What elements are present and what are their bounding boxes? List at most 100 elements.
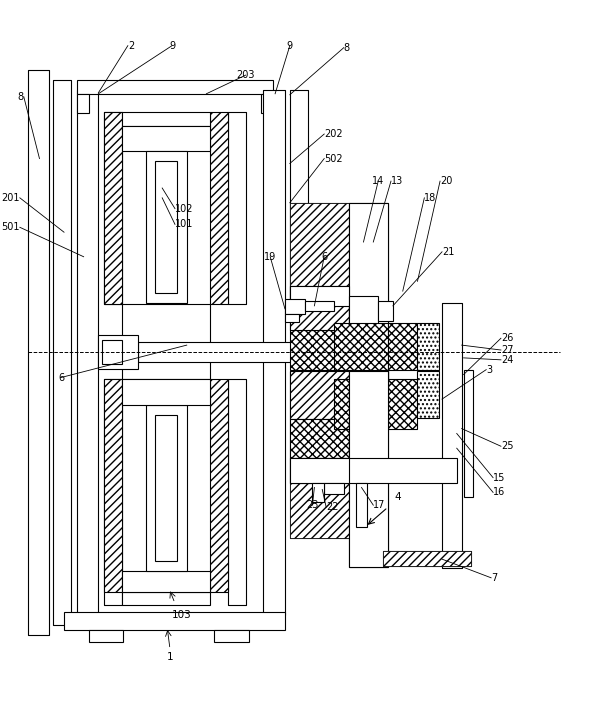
Bar: [77, 90, 98, 615]
Bar: [464, 370, 474, 497]
Bar: [28, 70, 49, 635]
Bar: [228, 380, 246, 605]
Bar: [64, 612, 285, 630]
Text: 201: 201: [1, 193, 20, 203]
Bar: [228, 380, 246, 605]
Text: 14: 14: [372, 176, 385, 186]
Text: 103: 103: [172, 610, 191, 620]
Text: 102: 102: [175, 204, 193, 213]
Bar: [88, 630, 123, 642]
Text: 6: 6: [321, 252, 327, 262]
Text: 6: 6: [58, 373, 64, 383]
Bar: [263, 90, 285, 615]
Bar: [122, 380, 210, 405]
Text: 203: 203: [236, 70, 255, 80]
Bar: [122, 304, 210, 380]
Bar: [28, 70, 49, 635]
Bar: [104, 380, 122, 605]
Text: 1: 1: [167, 652, 173, 662]
Bar: [290, 458, 349, 482]
Text: 4: 4: [395, 492, 401, 503]
Text: 8: 8: [344, 43, 350, 53]
Text: 20: 20: [440, 176, 452, 186]
Text: 17: 17: [373, 500, 386, 510]
Text: 19: 19: [264, 252, 276, 262]
Text: 22: 22: [326, 502, 339, 512]
Bar: [290, 286, 349, 306]
Text: 7: 7: [491, 573, 497, 583]
Bar: [104, 112, 122, 304]
Bar: [442, 303, 462, 568]
Text: 202: 202: [324, 129, 343, 139]
Bar: [290, 371, 349, 538]
Text: 25: 25: [501, 442, 514, 451]
Bar: [442, 303, 462, 568]
Bar: [53, 80, 71, 625]
Text: 15: 15: [493, 472, 505, 483]
Polygon shape: [334, 322, 388, 370]
Bar: [418, 371, 439, 418]
Polygon shape: [104, 112, 122, 304]
Bar: [102, 340, 122, 364]
Bar: [77, 90, 98, 615]
Bar: [122, 571, 210, 592]
Bar: [378, 301, 393, 321]
Bar: [77, 80, 273, 94]
Bar: [349, 371, 388, 567]
Bar: [122, 571, 210, 592]
Text: 24: 24: [501, 355, 513, 365]
Bar: [305, 301, 334, 311]
Bar: [263, 90, 285, 615]
Polygon shape: [388, 380, 418, 428]
Bar: [122, 126, 210, 151]
Text: 2: 2: [128, 41, 134, 51]
Bar: [53, 80, 71, 625]
Bar: [356, 482, 368, 526]
Bar: [383, 551, 471, 566]
Bar: [290, 90, 307, 316]
Bar: [228, 112, 246, 304]
Bar: [122, 380, 210, 405]
Bar: [228, 112, 246, 304]
Text: 16: 16: [493, 487, 505, 498]
Text: 23: 23: [306, 500, 319, 510]
Bar: [98, 336, 138, 369]
Polygon shape: [290, 331, 349, 370]
Polygon shape: [334, 380, 388, 428]
Bar: [349, 371, 388, 567]
Bar: [145, 151, 187, 303]
Bar: [155, 161, 177, 293]
Bar: [349, 203, 388, 399]
Bar: [290, 203, 349, 331]
Bar: [104, 112, 122, 304]
Text: 101: 101: [175, 219, 193, 230]
Bar: [349, 296, 378, 326]
Text: 13: 13: [391, 176, 403, 186]
Text: 8: 8: [18, 92, 24, 102]
Bar: [290, 90, 307, 316]
Text: 21: 21: [442, 247, 454, 257]
Bar: [383, 551, 471, 566]
Text: 502: 502: [324, 154, 343, 164]
Polygon shape: [290, 419, 349, 458]
Text: 18: 18: [424, 193, 436, 203]
Text: 501: 501: [1, 223, 20, 232]
Polygon shape: [210, 112, 228, 304]
Bar: [349, 203, 388, 399]
Text: 9: 9: [169, 41, 175, 51]
Bar: [285, 299, 305, 314]
Bar: [155, 415, 177, 561]
Text: 26: 26: [501, 333, 513, 343]
Polygon shape: [104, 380, 122, 592]
Bar: [214, 630, 249, 642]
Polygon shape: [388, 322, 418, 370]
Text: 27: 27: [501, 345, 514, 355]
Bar: [145, 405, 187, 571]
Bar: [104, 380, 122, 605]
Bar: [77, 94, 88, 114]
Text: 9: 9: [287, 41, 293, 51]
Bar: [418, 322, 439, 370]
Polygon shape: [290, 371, 349, 419]
Bar: [262, 94, 273, 114]
Bar: [290, 458, 456, 482]
